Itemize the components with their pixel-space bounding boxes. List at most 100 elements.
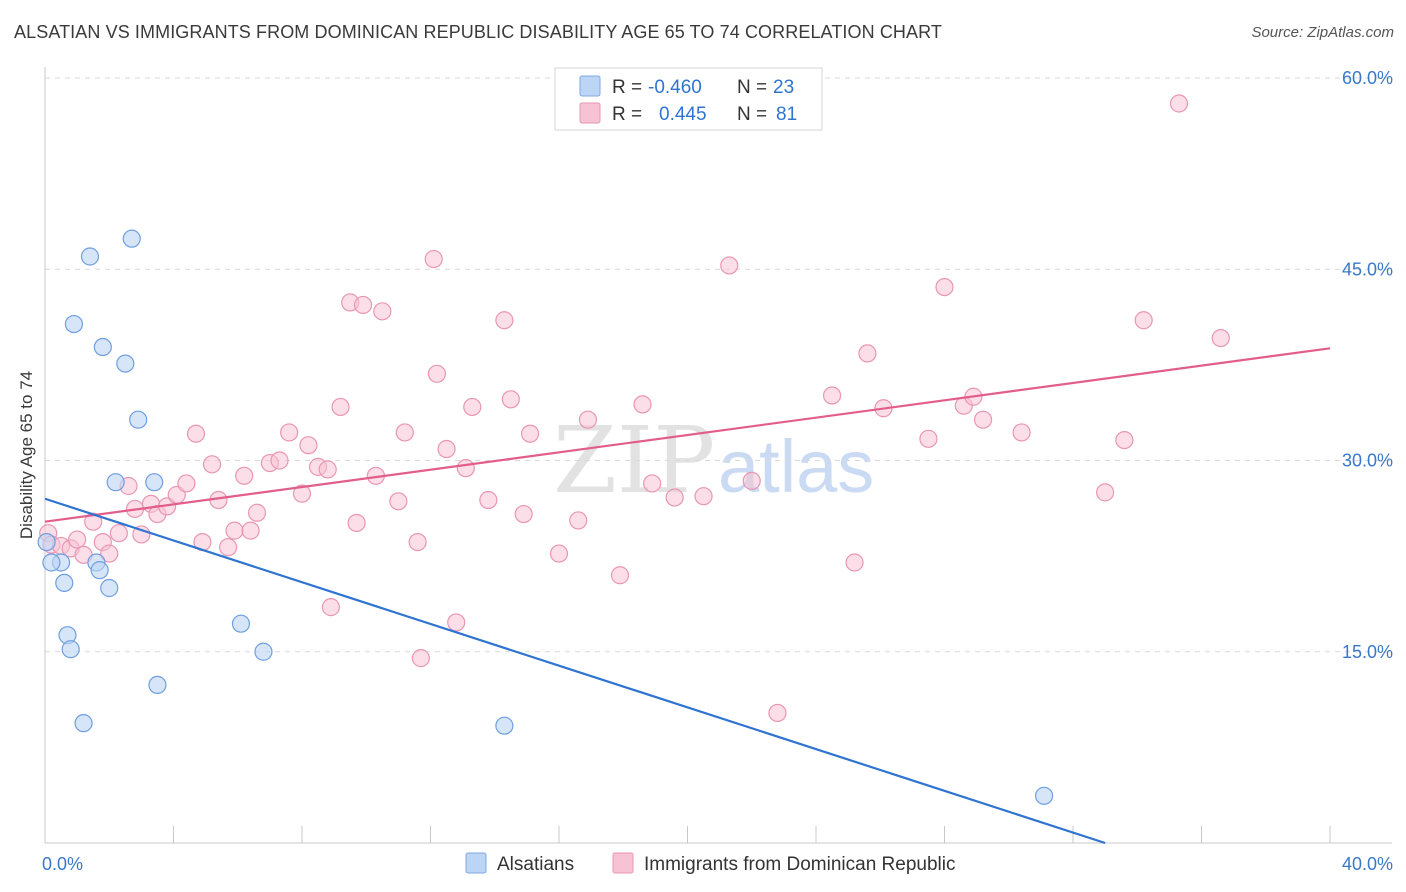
data-point-dominican (318, 460, 337, 479)
data-point-dominican (225, 521, 244, 540)
legend-n-value: 23 (773, 77, 794, 98)
data-point-alsatians (116, 354, 135, 373)
data-point-dominican (694, 487, 713, 506)
data-point-dominican (720, 256, 739, 275)
data-point-alsatians (42, 553, 61, 572)
chart-title: ALSATIAN VS IMMIGRANTS FROM DOMINICAN RE… (14, 22, 942, 42)
data-point-dominican (270, 451, 289, 470)
legend-r-value: 0.445 (659, 104, 707, 125)
data-point-dominican (768, 703, 787, 723)
data-point-dominican (1211, 329, 1230, 348)
data-point-dominican (463, 397, 482, 417)
data-point-dominican (1012, 423, 1031, 442)
data-point-dominican (919, 429, 938, 448)
data-point-dominican (299, 436, 318, 455)
data-point-dominican (132, 525, 151, 544)
source-credit: Source: ZipAtlas.com (1251, 24, 1394, 41)
trend-lines (44, 347, 1331, 845)
data-point-dominican (235, 466, 254, 485)
data-point-dominican (514, 504, 533, 524)
data-point-alsatians (90, 561, 109, 580)
data-point-dominican (100, 544, 119, 563)
legend-swatch-alsatians (465, 852, 487, 874)
data-point-dominican (520, 424, 540, 443)
legend-swatch-alsatians (579, 75, 601, 97)
data-point-dominican (495, 311, 514, 330)
legend-n-label: N = (737, 77, 767, 98)
data-point-dominican (633, 395, 652, 414)
data-point-dominican (68, 530, 87, 549)
data-point-dominican (186, 424, 206, 443)
data-point-dominican (501, 390, 520, 409)
legend-n-label: N = (737, 104, 767, 125)
data-point-dominican (373, 302, 392, 321)
trend-line-dominican (44, 347, 1331, 523)
data-point-dominican (437, 439, 456, 459)
data-point-dominican (845, 553, 864, 572)
data-point-alsatians (80, 247, 100, 266)
data-point-alsatians (129, 410, 148, 429)
data-point-alsatians (254, 642, 273, 661)
data-point-dominican (219, 538, 238, 557)
data-point-dominican (822, 386, 842, 405)
data-point-dominican (347, 513, 366, 533)
data-point-alsatians (148, 675, 167, 695)
data-point-dominican (569, 511, 588, 530)
data-point-dominican (935, 278, 954, 297)
y-tick-label: 45.0% (1342, 259, 1393, 279)
y-tick-label: 60.0% (1342, 68, 1393, 88)
data-point-alsatians (122, 229, 141, 248)
data-point-dominican (447, 613, 466, 632)
data-point-dominican (202, 455, 222, 474)
data-point-alsatians (37, 532, 56, 552)
data-point-dominican (177, 474, 196, 493)
data-point-alsatians (145, 473, 164, 492)
data-point-dominican (321, 598, 341, 617)
data-point-dominican (665, 488, 684, 507)
data-point-dominican (610, 566, 630, 585)
data-point-alsatians (55, 573, 74, 593)
legend-swatch-dominican (579, 102, 601, 124)
y-axis-label: Disability Age 65 to 74 (17, 371, 36, 539)
data-point-dominican (389, 492, 408, 511)
data-point-alsatians (1034, 786, 1054, 805)
legend-swatch-dominican (612, 852, 634, 874)
legend-series-alsatians: Alsatians (497, 854, 574, 875)
axes (44, 67, 1392, 844)
series-legend: Alsatians Immigrants from Dominican Repu… (465, 852, 956, 875)
stats-legend: R = -0.460 N = 23 R = 0.445 N = 81 (554, 67, 823, 131)
data-point-alsatians (100, 578, 119, 598)
x-tick-label: 40.0% (1342, 854, 1393, 874)
y-tick-label: 30.0% (1342, 451, 1393, 471)
data-point-dominican (109, 524, 128, 543)
tick-labels: 15.0% 30.0% 45.0% 60.0% 0.0% 40.0% (42, 68, 1393, 874)
legend-n-value: 81 (776, 104, 797, 125)
data-point-alsatians (495, 716, 514, 735)
data-point-dominican (395, 423, 414, 442)
data-point-dominican (1115, 431, 1134, 450)
data-point-dominican (408, 532, 427, 552)
trend-line-alsatians (44, 497, 1106, 845)
legend-r-label: R = (612, 77, 642, 98)
data-point-dominican (292, 484, 312, 503)
data-point-dominican (742, 471, 761, 490)
data-point-dominican (1134, 311, 1153, 330)
data-point-dominican (427, 364, 447, 383)
data-point-dominican (424, 249, 443, 269)
data-point-dominican (241, 521, 260, 540)
x-tick-label: 0.0% (42, 854, 83, 874)
data-point-dominican (280, 423, 299, 442)
legend-series-dominican: Immigrants from Dominican Republic (644, 854, 956, 875)
legend-r-label: R = (612, 104, 642, 125)
series-dominican-points (39, 94, 1230, 723)
data-point-alsatians (64, 314, 84, 334)
data-point-alsatians (231, 614, 251, 633)
data-point-dominican (578, 410, 598, 429)
y-tick-label: 15.0% (1342, 642, 1393, 662)
data-point-dominican (549, 544, 569, 563)
grid-lines (45, 77, 1392, 653)
data-point-dominican (973, 410, 993, 429)
watermark-atlas: atlas (718, 425, 874, 508)
data-point-dominican (858, 344, 877, 363)
